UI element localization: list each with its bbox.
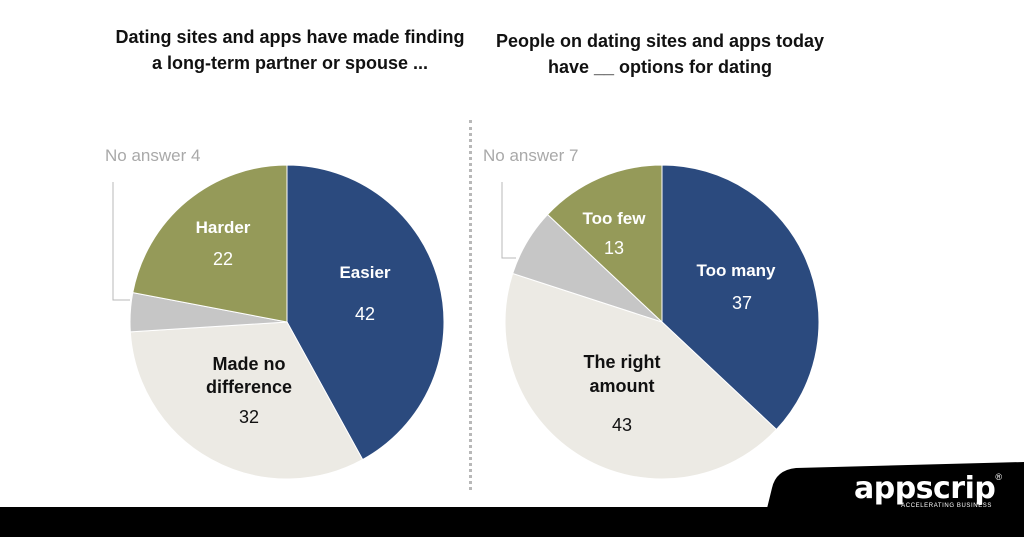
- pie-slice-harder: [132, 164, 288, 323]
- pie-slice-too-many: [661, 164, 820, 431]
- no-answer-leader-left: [112, 182, 130, 301]
- pie-slice-too-few: [546, 164, 663, 324]
- pie-chart-left: [129, 164, 445, 480]
- pie-slice-the-right-amount: [504, 272, 778, 480]
- slice-label-made-no-difference-line2: difference: [206, 377, 292, 397]
- brand-name: appscrip: [853, 471, 996, 506]
- pie-chart-right: [504, 164, 820, 480]
- brand-registered-mark: ®: [995, 472, 1002, 482]
- slice-label-right-amount-line1: The right: [584, 352, 661, 372]
- pie-slice-made-no-difference: [129, 321, 364, 480]
- slice-value-too-many: 37: [732, 293, 752, 313]
- chart-title-left: Dating sites and apps have made finding …: [115, 27, 465, 73]
- brand-logo: appscrip® ACCELERATING BUSINESS: [812, 471, 1002, 509]
- slice-value-easier: 42: [355, 304, 375, 324]
- brand-tagline: ACCELERATING BUSINESS: [901, 503, 992, 509]
- slice-value-harder: 22: [213, 249, 233, 269]
- slice-label-easier: Easier: [339, 263, 390, 282]
- slice-label-harder: Harder: [196, 218, 251, 237]
- pie-slice-easier: [286, 164, 445, 461]
- no-answer-label-left: No answer 4: [105, 146, 201, 165]
- slice-value-made-no-difference: 32: [239, 407, 259, 427]
- slice-label-too-many: Too many: [696, 261, 776, 280]
- slice-value-too-few: 13: [604, 238, 624, 258]
- chart-title-right: People on dating sites and apps today ha…: [495, 31, 825, 77]
- slice-label-right-amount-line2: amount: [590, 376, 655, 396]
- slice-value-right-amount: 43: [612, 415, 632, 435]
- chart-divider: [469, 120, 472, 490]
- slice-label-made-no-difference-line1: Made no: [212, 354, 285, 374]
- no-answer-label-right: No answer 7: [483, 146, 579, 165]
- slice-label-too-few: Too few: [583, 209, 647, 228]
- no-answer-leader-right: [501, 182, 516, 259]
